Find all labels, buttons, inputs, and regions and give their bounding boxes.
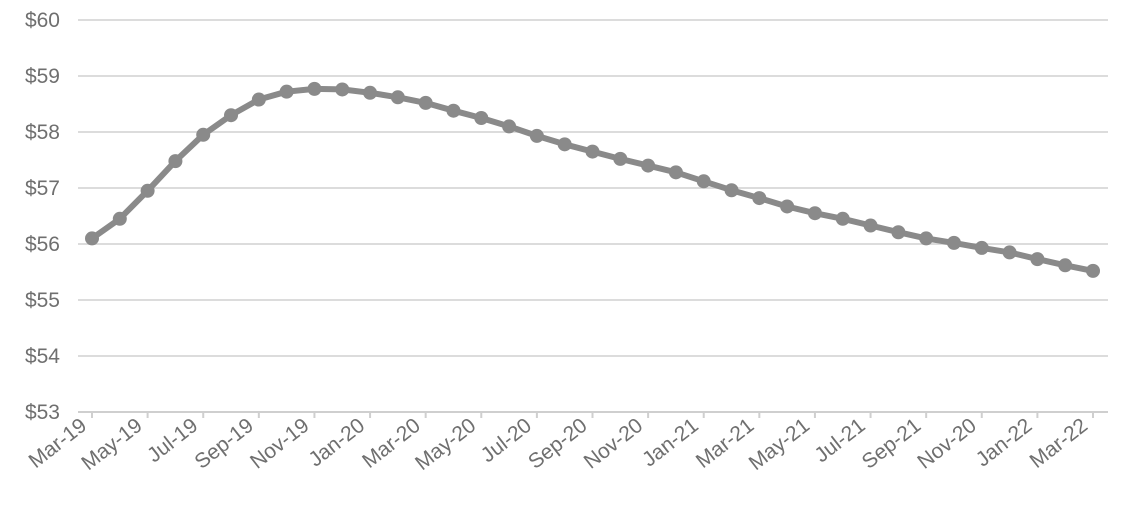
data-point bbox=[224, 108, 239, 123]
x-tick-label: Sep-20 bbox=[524, 414, 592, 474]
data-point bbox=[557, 137, 572, 152]
x-tick-label: Mar-20 bbox=[358, 414, 425, 473]
data-point bbox=[835, 211, 850, 226]
data-point bbox=[418, 95, 433, 110]
x-tick-label: Sep-21 bbox=[858, 414, 926, 474]
data-point bbox=[474, 111, 489, 125]
x-tick-label: May-20 bbox=[411, 414, 480, 475]
y-tick-label: $55 bbox=[25, 289, 60, 312]
y-tick-label: $58 bbox=[25, 121, 60, 144]
data-point bbox=[585, 144, 600, 159]
data-point bbox=[140, 183, 155, 198]
data-point bbox=[363, 85, 378, 100]
data-point bbox=[196, 127, 211, 142]
data-point bbox=[1030, 252, 1045, 267]
x-tick-label: May-21 bbox=[745, 414, 814, 475]
data-point bbox=[529, 128, 544, 143]
data-point bbox=[502, 119, 517, 134]
data-point bbox=[891, 225, 906, 240]
x-tick-label: Sep-19 bbox=[190, 414, 258, 474]
x-tick-label: May-19 bbox=[77, 414, 146, 475]
data-point bbox=[863, 218, 878, 233]
data-point bbox=[752, 191, 767, 206]
data-point bbox=[168, 154, 183, 169]
y-axis-labels: $53 $54 $55 $56 $57 $58 $59 $60 bbox=[25, 9, 60, 424]
data-point bbox=[307, 81, 322, 96]
data-point bbox=[251, 92, 266, 107]
x-tick-label: Nov-20 bbox=[580, 414, 648, 474]
data-point bbox=[85, 231, 99, 246]
data-point bbox=[446, 103, 461, 118]
series-line-group bbox=[85, 81, 1100, 278]
data-point bbox=[641, 158, 656, 173]
data-point bbox=[974, 240, 989, 255]
y-tick-label: $53 bbox=[25, 401, 60, 424]
data-point bbox=[613, 151, 628, 166]
gridlines bbox=[78, 19, 1108, 357]
y-tick-label: $54 bbox=[25, 345, 60, 368]
x-tick-label: Jan-21 bbox=[638, 414, 703, 472]
data-point bbox=[1086, 263, 1100, 278]
data-point bbox=[696, 174, 711, 189]
data-point bbox=[1058, 258, 1073, 273]
x-tick-label: Nov-19 bbox=[246, 414, 314, 474]
y-tick-label: $57 bbox=[25, 177, 60, 200]
y-tick-label: $60 bbox=[25, 9, 60, 32]
data-point bbox=[919, 231, 934, 246]
data-point bbox=[1002, 245, 1017, 260]
x-tick-label: Mar-21 bbox=[692, 414, 759, 473]
data-point bbox=[279, 84, 294, 99]
x-tick-label: Mar-22 bbox=[1025, 414, 1092, 473]
data-point bbox=[780, 199, 795, 214]
data-point bbox=[668, 165, 683, 180]
data-point bbox=[112, 211, 127, 226]
data-point bbox=[946, 235, 961, 250]
data-point bbox=[807, 206, 822, 221]
x-tick-label: Jan-20 bbox=[304, 414, 369, 472]
x-axis-labels: Mar-19May-19Jul-19Sep-19Nov-19Jan-20Mar-… bbox=[24, 414, 1092, 475]
data-point bbox=[390, 90, 405, 105]
x-axis bbox=[78, 411, 1108, 418]
data-point bbox=[724, 183, 739, 198]
y-tick-label: $59 bbox=[25, 65, 60, 88]
data-point bbox=[335, 82, 350, 97]
y-tick-label: $56 bbox=[25, 233, 60, 256]
x-tick-label: Jan-22 bbox=[972, 414, 1037, 472]
x-tick-label: Nov-20 bbox=[913, 414, 981, 474]
